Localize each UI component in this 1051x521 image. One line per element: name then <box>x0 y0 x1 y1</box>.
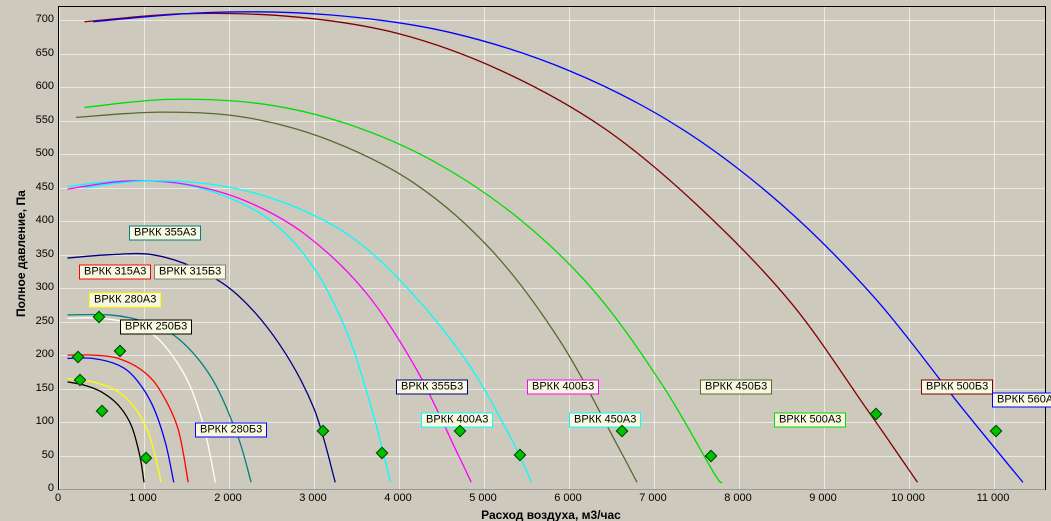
gridline-h <box>59 489 1045 490</box>
series-svg <box>59 7 1045 489</box>
series-flag: ВРКК 280Б3 <box>195 423 267 438</box>
plot-area <box>58 6 1046 490</box>
ytick-label: 200 <box>14 348 54 360</box>
ytick-label: 0 <box>14 482 54 494</box>
xtick-label: 9 000 <box>809 492 837 504</box>
ytick-label: 450 <box>14 181 54 193</box>
xtick-label: 3 000 <box>299 492 327 504</box>
xtick-label: 7 000 <box>639 492 667 504</box>
ytick-label: 550 <box>14 114 54 126</box>
series-ВРКК250Б3 <box>68 382 145 482</box>
xtick-label: 2 000 <box>214 492 242 504</box>
series-ВРКК355Б3 <box>68 254 336 483</box>
series-flag: ВРКК 560А3 <box>992 393 1051 408</box>
xtick-label: 4 000 <box>384 492 412 504</box>
xtick-label: 8 000 <box>724 492 752 504</box>
series-flag: ВРКК 400А3 <box>421 413 493 428</box>
series-flag: ВРКК 315А3 <box>79 265 151 280</box>
ytick-label: 150 <box>14 382 54 394</box>
series-ВРКК560А3 <box>93 12 1023 482</box>
ytick-label: 700 <box>14 13 54 25</box>
ytick-label: 300 <box>14 281 54 293</box>
series-flag: ВРКК 400Б3 <box>527 380 599 395</box>
ytick-label: 50 <box>14 449 54 461</box>
ytick-label: 600 <box>14 80 54 92</box>
xtick-label: 6 000 <box>554 492 582 504</box>
xtick-label: 11 000 <box>977 492 1010 504</box>
ytick-label: 350 <box>14 248 54 260</box>
series-flag: ВРКК 315Б3 <box>154 265 226 280</box>
xtick-label: 5 000 <box>469 492 497 504</box>
series-flag: ВРКК 250Б3 <box>120 320 192 335</box>
series-flag: ВРКК 450А3 <box>569 413 641 428</box>
ytick-label: 250 <box>14 315 54 327</box>
series-flag: ВРКК 280А3 <box>89 293 161 308</box>
series-flag: ВРКК 500Б3 <box>921 380 993 395</box>
series-flag: ВРКК 500А3 <box>774 413 846 428</box>
xtick-label: 1 000 <box>129 492 157 504</box>
series-flag: ВРКК 355А3 <box>129 226 201 241</box>
ytick-label: 650 <box>14 47 54 59</box>
ytick-label: 100 <box>14 415 54 427</box>
xtick-label: 10 000 <box>891 492 925 504</box>
series-flag: ВРКК 450Б3 <box>700 380 772 395</box>
fan-pressure-chart: Полное давление, Па Расход воздуха, м3/ч… <box>0 0 1051 521</box>
xtick-label: 0 <box>55 492 61 504</box>
x-axis-label: Расход воздуха, м3/час <box>58 508 1044 521</box>
ytick-label: 500 <box>14 147 54 159</box>
series-flag: ВРКК 355Б3 <box>396 380 468 395</box>
ytick-label: 400 <box>14 214 54 226</box>
